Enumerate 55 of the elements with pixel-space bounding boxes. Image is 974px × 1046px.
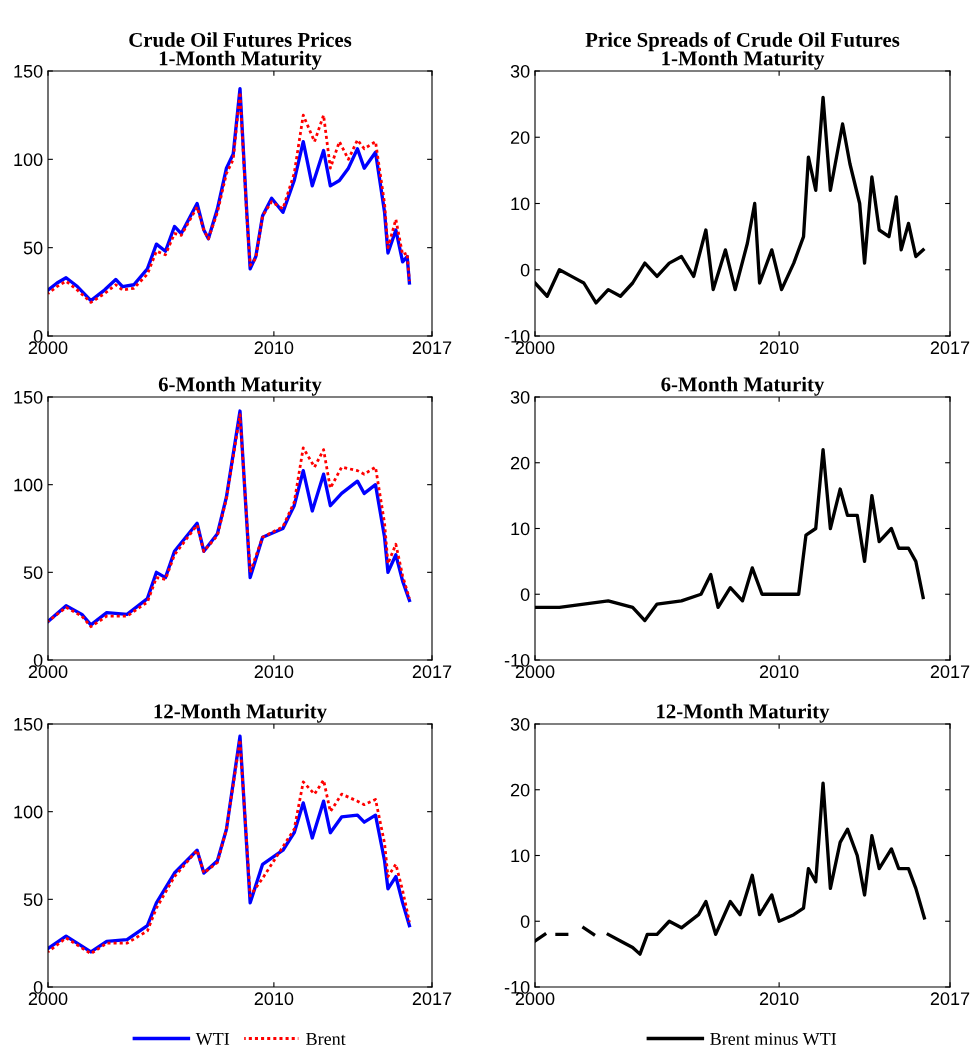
chart-subtitle: 1-Month Maturity <box>662 50 825 70</box>
x-tick-label: 2010 <box>759 665 799 679</box>
x-tick-label: 2000 <box>515 341 555 355</box>
x-tick-label: 2000 <box>28 341 68 355</box>
x-tick-label: 2010 <box>759 341 799 355</box>
y-tick-label: 30 <box>510 64 530 78</box>
x-tick-label: 2017 <box>412 341 452 355</box>
y-tick-label: 50 <box>23 566 43 580</box>
x-tick-label: 2017 <box>412 992 452 1006</box>
x-tick-label: 2010 <box>254 992 294 1006</box>
y-tick-label: 20 <box>510 783 530 797</box>
legend-label: WTI <box>195 1033 230 1046</box>
chart-title: 12-Month Maturity <box>657 703 830 723</box>
chart-subtitle: 1-Month Maturity <box>159 50 322 70</box>
y-tick-label: 100 <box>14 478 43 492</box>
y-tick-label: 30 <box>510 717 530 731</box>
chart-title: 12-Month Maturity <box>154 703 327 723</box>
y-tick-label: 10 <box>511 522 530 536</box>
y-tick-label: 0 <box>33 653 43 667</box>
x-tick-label: 2000 <box>28 992 68 1006</box>
x-tick-label: 2010 <box>254 665 294 679</box>
y-tick-label: 150 <box>14 64 43 78</box>
x-tick-label: 2000 <box>515 665 555 679</box>
y-tick-label: -10 <box>504 980 530 994</box>
y-tick-label: 10 <box>511 197 530 211</box>
y-tick-label: -10 <box>504 329 530 343</box>
x-tick-label: 2017 <box>412 665 452 679</box>
y-tick-label: 0 <box>33 980 43 994</box>
y-tick-label: -10 <box>504 653 530 667</box>
y-tick-label: 100 <box>14 153 43 167</box>
x-tick-label: 2000 <box>515 992 555 1006</box>
y-tick-label: 20 <box>510 456 530 470</box>
x-tick-label: 2000 <box>28 665 68 679</box>
y-tick-label: 150 <box>14 717 43 731</box>
x-tick-label: 2017 <box>930 992 970 1006</box>
x-tick-label: 2017 <box>930 665 970 679</box>
y-tick-label: 50 <box>23 241 43 255</box>
y-tick-label: 0 <box>520 915 530 928</box>
y-tick-label: 150 <box>14 390 43 404</box>
chart-title: Crude Oil Futures Prices <box>129 32 352 47</box>
y-tick-label: 50 <box>23 893 43 907</box>
x-tick-label: 2017 <box>930 341 970 355</box>
y-tick-label: 20 <box>510 131 530 144</box>
x-tick-label: 2010 <box>759 992 799 1006</box>
legend-label: Brent <box>306 1033 346 1045</box>
y-tick-label: 0 <box>520 588 530 601</box>
y-tick-label: 0 <box>33 329 43 343</box>
chart-title: 6-Month Maturity <box>158 376 322 396</box>
y-tick-label: 30 <box>510 390 530 404</box>
x-tick-label: 2010 <box>254 341 294 355</box>
legend-label: Brent minus WTI <box>710 1032 837 1046</box>
y-tick-label: 10 <box>511 849 530 863</box>
y-tick-label: 0 <box>520 263 530 277</box>
chart-title: 6-Month Maturity <box>661 376 825 396</box>
y-tick-label: 100 <box>14 805 43 819</box>
